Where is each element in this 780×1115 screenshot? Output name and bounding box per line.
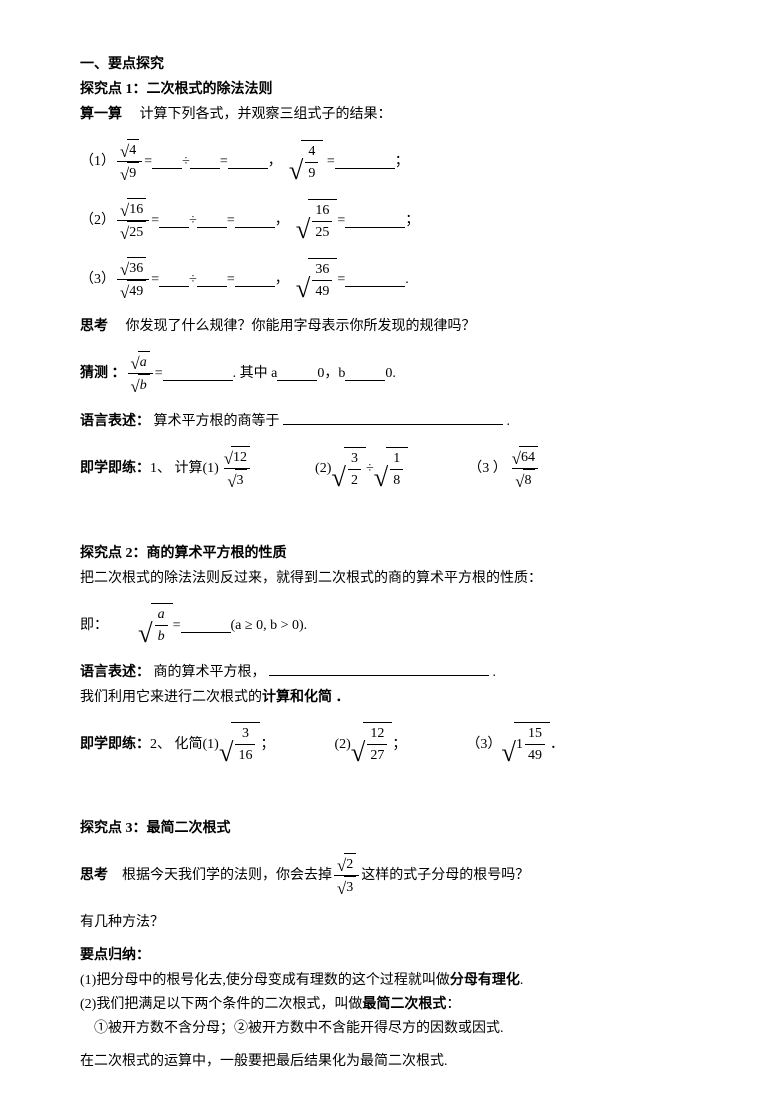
ji-line: 即： √ ab = (a ≥ 0, b > 0).	[80, 603, 710, 647]
ydgn-1: (1)把分母中的根号化去,使分母变成有理数的这个过程就叫做分母有理化.	[80, 970, 710, 991]
row2-label: （2）	[80, 210, 115, 231]
blank	[269, 661, 489, 676]
jxjl1-prefix: 1、 计算(1)	[150, 458, 219, 479]
fraction-sqrt4-sqrt9: √4 √9	[117, 139, 142, 184]
fraction-sqrt2-sqrt3: √2 √3	[334, 853, 359, 898]
fraction-sqrta-sqrtb: √a √b	[128, 351, 153, 396]
ydgn-label: 要点归纳：	[80, 945, 710, 966]
sikao3-text-b: 这样的式子分母的根号吗？	[361, 865, 529, 886]
blank	[163, 366, 233, 381]
blank	[181, 618, 231, 633]
blank	[277, 366, 317, 381]
jxjl-label-2: 即学即练：	[80, 734, 150, 755]
blank	[345, 213, 405, 228]
yuyan-label: 语言表述：	[80, 414, 150, 429]
blank	[159, 272, 189, 287]
blank	[152, 154, 182, 169]
explore-3-title: 探究点 3：最简二次根式	[80, 818, 710, 839]
calc-row-3: （3） √36 √49 = ÷ = ， √ 3649 = .	[80, 257, 710, 302]
sqrt-a-over-b: √ ab	[138, 603, 173, 647]
sikao-line: 思考 你发现了什么规律？你能用字母表示你所发现的规律吗？	[80, 316, 710, 337]
explore-1-title: 探究点 1：二次根式的除法法则	[80, 79, 710, 100]
yuyan-line-1: 语言表述： 算术平方根的商等于 .	[80, 410, 710, 432]
blank	[345, 366, 385, 381]
blank	[190, 154, 220, 169]
explore-2-intro: 把二次根式的除法法则反过来，就得到二次根式的商的算术平方根的性质：	[80, 568, 710, 589]
sqrt-4-over-9: √ 49	[289, 140, 324, 184]
row3-label: （3）	[80, 269, 115, 290]
sqrt-3-over-2: √ 32	[331, 447, 366, 491]
yuyan-text-2: 商的算术平方根，	[154, 665, 266, 680]
blank	[159, 213, 189, 228]
suanyisuan-line: 算一算 计算下列各式，并观察三组式子的结果：	[80, 104, 710, 125]
yuyan-line-2: 语言表述： 商的算术平方根， .	[80, 661, 710, 683]
caice-tail-2: 0，b	[317, 363, 345, 384]
blank	[345, 272, 405, 287]
suanyisuan-label: 算一算	[80, 107, 122, 122]
caice-tail-1: . 其中 a	[233, 363, 278, 384]
caice-label: 猜测 ：	[80, 363, 126, 384]
yuyan-label-2: 语言表述：	[80, 665, 150, 680]
row1-label: （1）	[80, 151, 115, 172]
sqrt-12-over-27: √ 1227	[351, 722, 393, 766]
blank	[197, 272, 227, 287]
jxjl1-item2: (2)	[315, 458, 331, 479]
methods-question: 有几种方法？	[80, 912, 710, 933]
ydgn-sub: ①被开方数不含分母；②被开方数中不含能开得尽方的因数或因式.	[80, 1018, 710, 1039]
sqrt-1-15-over-49: √ 11549	[501, 722, 550, 766]
sikao3-text-a: 根据今天我们学的法则，你会去掉	[108, 865, 332, 886]
section-heading: 一、要点探究	[80, 54, 710, 75]
calc-row-2: （2） √16 √25 = ÷ = ， √ 1625 = ；	[80, 198, 710, 243]
fraction-sqrt16-sqrt25: √16 √25	[117, 198, 149, 243]
sqrt-3-over-16: √ 316	[219, 722, 261, 766]
jxjl-2-line: 即学即练： 2、 化简(1) √ 316 ； (2) √ 1227 ； （3） …	[80, 722, 710, 766]
jxjl2-item3: （3）	[466, 734, 501, 755]
jxjl2-prefix: 2、 化简(1)	[150, 734, 219, 755]
fraction-sqrt36-sqrt49: √36 √49	[117, 257, 149, 302]
sikao-label: 思考	[80, 319, 108, 334]
sikao-text: 你发现了什么规律？你能用字母表示你所发现的规律吗？	[112, 319, 476, 334]
explore-2-use: 我们利用它来进行二次根式的计算和化简 ．	[80, 687, 710, 708]
jxjl-label: 即学即练：	[80, 458, 150, 479]
caice-tail-3: 0.	[385, 363, 396, 384]
fraction-sqrt64-sqrt8: √64 √8	[509, 446, 541, 491]
jxjl-1-line: 即学即练： 1、 计算(1) √12 √3 (2) √ 32 ÷ √ 18 （3…	[80, 446, 710, 491]
blank	[235, 213, 275, 228]
blank	[228, 154, 268, 169]
ji-label: 即：	[80, 615, 108, 636]
sqrt-1-over-8: √ 18	[374, 447, 409, 491]
yuyan-text-1: 算术平方根的商等于	[154, 414, 280, 429]
blank	[235, 272, 275, 287]
ji-cond: (a ≥ 0, b > 0).	[231, 615, 308, 636]
jxjl2-item2: (2)	[334, 734, 350, 755]
blank	[197, 213, 227, 228]
caice-line: 猜测 ： √a √b = . 其中 a 0，b 0.	[80, 351, 710, 396]
sikao3-line: 思考 根据今天我们学的法则，你会去掉 √2 √3 这样的式子分母的根号吗？	[80, 853, 710, 898]
sqrt-16-over-25: √ 1625	[296, 199, 338, 243]
blank	[335, 154, 395, 169]
sqrt-36-over-49: √ 3649	[296, 258, 338, 302]
jxjl1-item3: （3 ）	[468, 458, 507, 479]
blank	[283, 410, 503, 425]
suanyisuan-text: 计算下列各式，并观察三组式子的结果：	[126, 107, 392, 122]
sikao-label-3: 思考	[80, 865, 108, 886]
calc-row-1: （1） √4 √9 = ÷ = ， √ 49 = ；	[80, 139, 710, 184]
fraction-sqrt12-sqrt3: √12 √3	[221, 446, 253, 491]
ydgn-2: (2)我们把满足以下两个条件的二次根式，叫做最简二次根式：	[80, 994, 710, 1015]
page-container: 一、要点探究 探究点 1：二次根式的除法法则 算一算 计算下列各式，并观察三组式…	[0, 0, 780, 1115]
explore-2-title: 探究点 2：商的算术平方根的性质	[80, 543, 710, 564]
last-line: 在二次根式的运算中，一般要把最后结果化为最简二次根式.	[80, 1051, 710, 1072]
